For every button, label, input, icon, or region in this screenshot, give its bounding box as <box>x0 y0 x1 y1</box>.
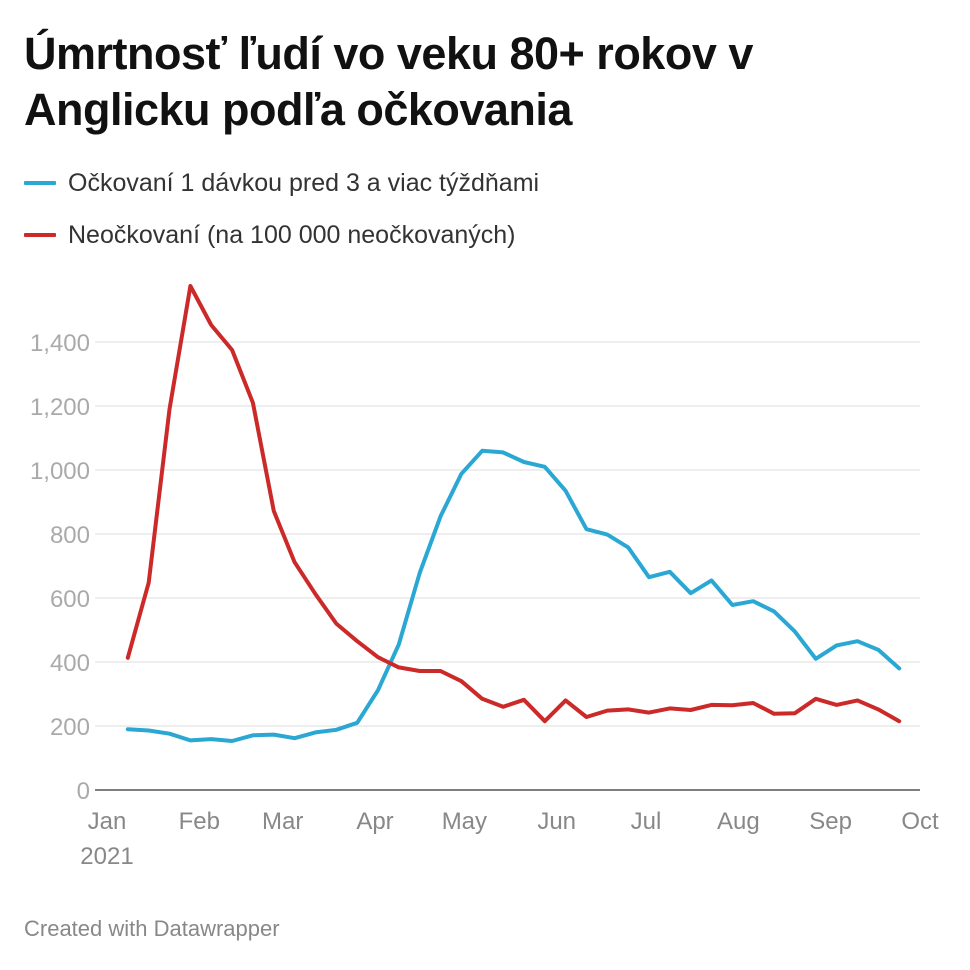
x-tick-label: Apr <box>356 808 393 835</box>
y-tick-label: 1,400 <box>30 330 90 357</box>
x-tick-label: Aug <box>717 808 760 835</box>
x-tick-label: Jul <box>631 808 662 835</box>
x-tick-label: Sep <box>809 808 852 835</box>
legend: Očkovaní 1 dávkou pred 3 a viac týždňami… <box>24 168 540 274</box>
x-tick-label: May <box>442 808 487 835</box>
series-lines <box>125 284 902 743</box>
x-tick-label: Oct <box>901 808 939 835</box>
y-axis-ticks: 0 200 400 600 800 1,000 1,200 1,400 <box>30 330 90 805</box>
legend-swatch-unvaccinated <box>24 233 56 237</box>
footer-credit: Created with Datawrapper <box>24 916 280 941</box>
x-tick-label: Jan <box>88 808 127 835</box>
y-tick-label: 400 <box>50 650 90 677</box>
x-tick-label: Mar <box>262 808 303 835</box>
legend-label-unvaccinated: Neočkovaní (na 100 000 neočkovaných) <box>68 220 516 249</box>
x-tick-label: Feb <box>179 808 220 835</box>
y-tick-label: 800 <box>50 522 90 549</box>
y-tick-label: 1,200 <box>30 394 90 421</box>
y-tick-label: 600 <box>50 586 90 613</box>
chart-title: Úmrtnosť ľudí vo veku 80+ rokov v Anglic… <box>24 28 753 135</box>
x-axis-ticks: Jan 2021 Feb Mar Apr May Jun Jul Aug Sep Oct <box>80 808 939 870</box>
grid-lines <box>95 341 920 791</box>
legend-swatch-vaccinated <box>24 181 56 185</box>
line-chart: 0 200 400 600 800 1,000 1,200 1,400 Jan 2021 Feb M… <box>30 284 939 870</box>
legend-label-vaccinated: Očkovaní 1 dávkou pred 3 a viac týždňami <box>68 168 540 197</box>
series-line-vaccinated <box>125 448 902 743</box>
y-tick-label: 200 <box>50 714 90 741</box>
legend-item-unvaccinated: Neočkovaní (na 100 000 neočkovaných) <box>24 220 539 249</box>
y-tick-label: 1,000 <box>30 458 90 485</box>
y-tick-label: 0 <box>77 778 90 805</box>
series-line-unvaccinated <box>125 284 902 724</box>
x-tick-label: Jun <box>537 808 576 835</box>
legend-item-vaccinated: Očkovaní 1 dávkou pred 3 a viac týždňami <box>24 168 540 197</box>
x-tick-sublabel: 2021 <box>80 843 133 870</box>
